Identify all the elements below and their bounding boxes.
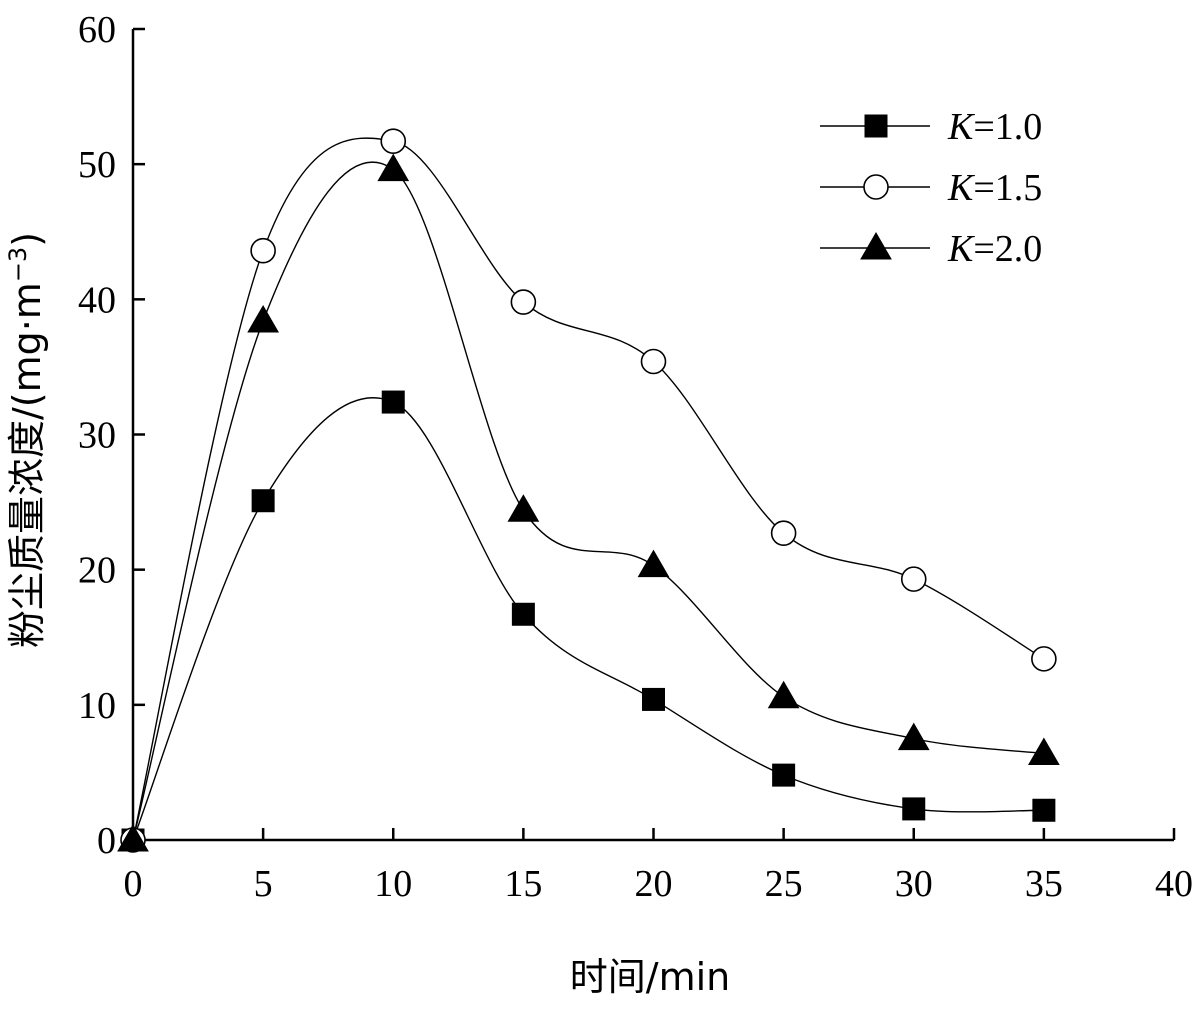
- data-point: [637, 549, 670, 578]
- x-tick-label: 30: [895, 863, 933, 905]
- data-point: [772, 763, 796, 787]
- x-tick-label: 15: [504, 863, 542, 905]
- data-point: [1032, 798, 1056, 822]
- legend-item-0: K=1.0: [820, 106, 1042, 148]
- y-tick-label: 60: [78, 9, 116, 51]
- data-point: [902, 797, 926, 821]
- data-point: [380, 128, 407, 154]
- data-point: [117, 823, 149, 852]
- data-point: [640, 348, 667, 375]
- legend-label-rest: =2.0: [973, 228, 1042, 270]
- legend-label: K=2.0: [947, 228, 1042, 270]
- x-tick-label: 0: [124, 863, 143, 905]
- x-axis-title: 时间/min: [570, 955, 730, 999]
- data-point: [770, 520, 797, 546]
- legend-marker: [864, 114, 888, 138]
- legend-label-var: K: [947, 228, 975, 270]
- x-tick-label: 25: [765, 863, 803, 905]
- y-axis-title-close: ): [5, 232, 49, 247]
- data-point: [767, 680, 800, 709]
- data-point: [251, 489, 275, 513]
- legend-label-var: K: [947, 106, 975, 148]
- legend-marker: [860, 231, 892, 260]
- y-axis-title-sup: −3: [4, 247, 32, 282]
- x-tick-label: 20: [635, 863, 673, 905]
- x-tick-label: 10: [374, 863, 412, 905]
- series-2: [117, 153, 1060, 852]
- series-layer: [117, 128, 1060, 853]
- legend-item-2: K=2.0: [820, 228, 1042, 270]
- data-point: [511, 602, 535, 626]
- legend-label-rest: =1.0: [973, 106, 1042, 148]
- y-axis-title: 粉尘质量浓度/(mg·m−3): [4, 232, 49, 648]
- x-tick-label: 5: [254, 863, 273, 905]
- y-tick-label: 40: [78, 279, 116, 321]
- series-line: [132, 161, 1044, 841]
- series-line: [132, 397, 1044, 841]
- legend-label-var: K: [947, 167, 975, 209]
- legend-label-rest: =1.5: [973, 167, 1042, 209]
- y-tick-label: 20: [78, 550, 116, 592]
- y-tick-label: 10: [78, 685, 116, 727]
- data-point: [897, 722, 930, 751]
- series-0: [121, 390, 1056, 852]
- legend-marker: [863, 174, 889, 200]
- data-point: [507, 494, 540, 522]
- legend-label: K=1.5: [947, 167, 1042, 209]
- data-point: [377, 153, 410, 182]
- y-ticks: 0 10 20 30 40 50 60: [78, 9, 145, 862]
- legend-label: K=1.0: [947, 106, 1042, 148]
- data-point: [900, 566, 927, 592]
- data-point: [381, 390, 405, 414]
- x-tick-label: 35: [1025, 863, 1063, 905]
- legend-item-1: K=1.5: [820, 167, 1042, 209]
- series-1: [120, 128, 1057, 853]
- y-tick-label: 30: [78, 415, 116, 457]
- data-point: [250, 237, 276, 264]
- data-point: [1031, 646, 1057, 672]
- y-tick-label: 50: [78, 144, 116, 186]
- y-tick-label: 0: [97, 820, 116, 862]
- data-point: [510, 289, 537, 315]
- data-point: [1028, 737, 1060, 765]
- legend: K=1.0K=1.5K=2.0: [820, 106, 1042, 270]
- axes: 0 5 10 15 20 25 30 35 40 0 10 20 30 40 50 60: [78, 9, 1193, 905]
- x-ticks: 0 5 10 15 20 25 30 35 40: [124, 828, 1193, 905]
- y-axis-title-main: 粉尘质量浓度/(mg·m: [5, 282, 49, 648]
- data-point: [247, 304, 279, 333]
- x-tick-label: 40: [1155, 863, 1193, 905]
- data-point: [642, 687, 665, 711]
